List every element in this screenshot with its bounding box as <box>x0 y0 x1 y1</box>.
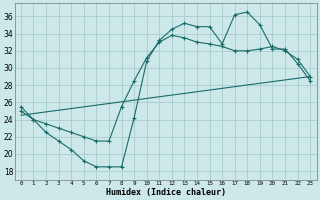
X-axis label: Humidex (Indice chaleur): Humidex (Indice chaleur) <box>106 188 226 197</box>
